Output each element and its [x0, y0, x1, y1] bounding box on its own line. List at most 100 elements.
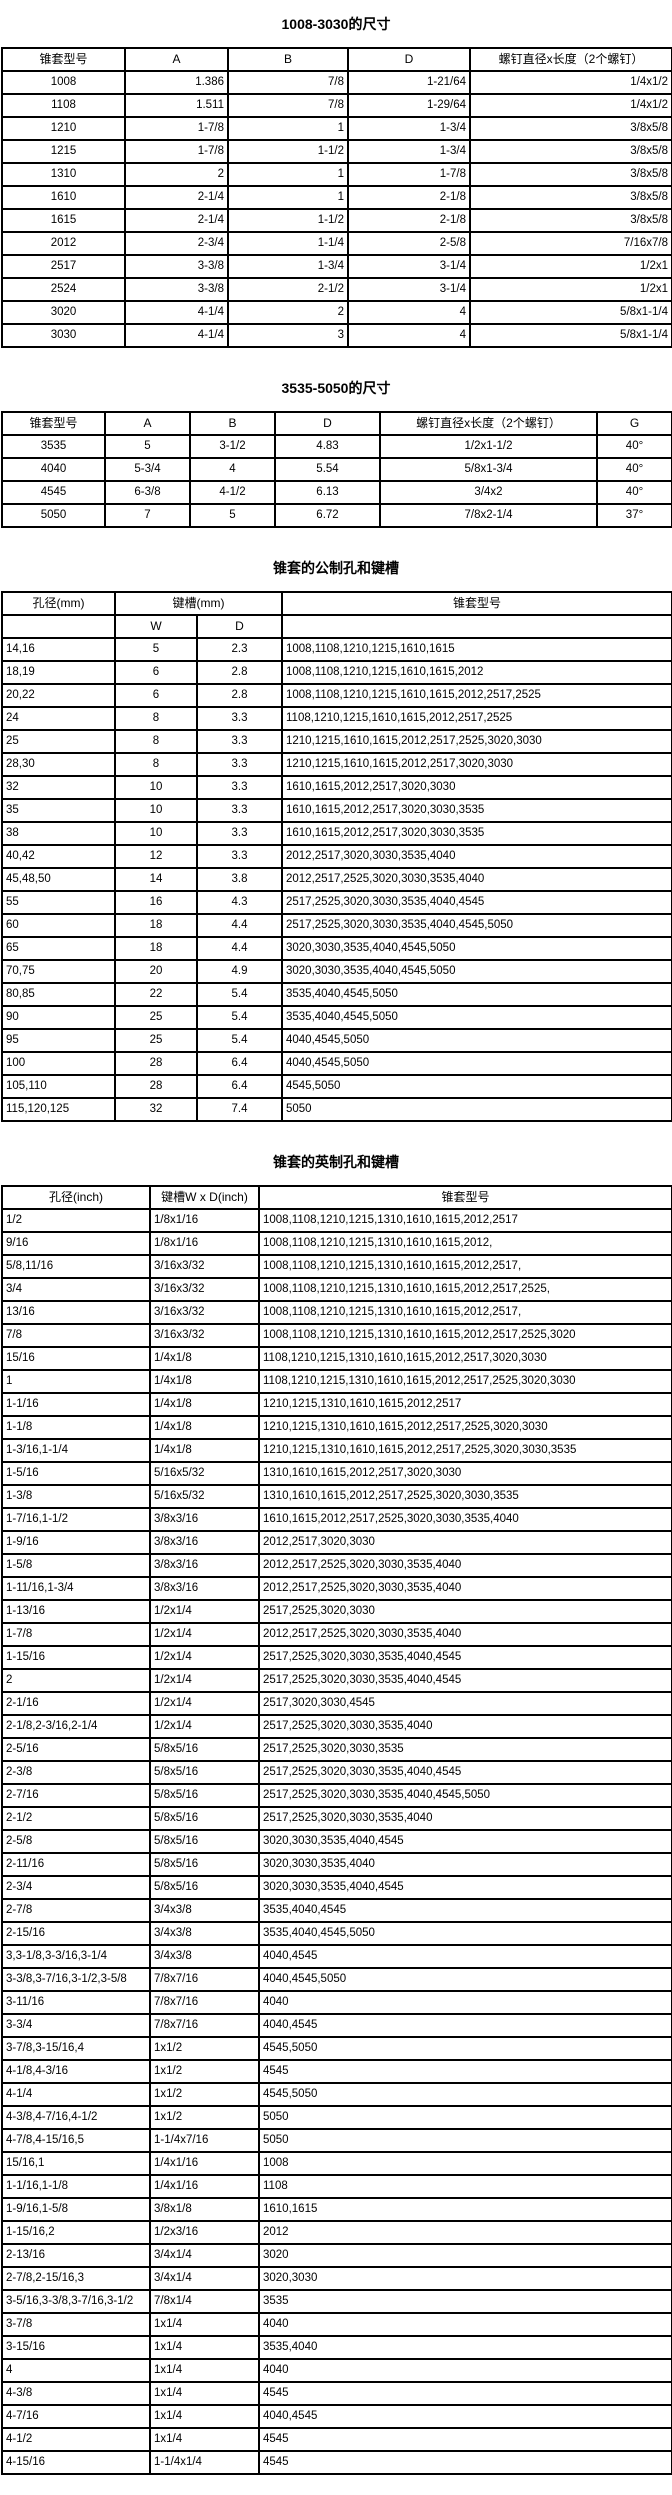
- table-row: 3,3-1/8,3-3/16,3-1/4 3/4x3/8 4040,4545: [1, 1944, 672, 1969]
- table-cell: 2012,2517,3020,3030: [258, 1530, 672, 1555]
- table-cell: 1-5/16: [1, 1461, 151, 1486]
- table-cell: 7: [104, 503, 191, 528]
- table-cell: 1210,1215,1610,1615,2012,2517,3020,3030: [281, 752, 672, 777]
- table-cell: 2.8: [196, 683, 283, 708]
- table-cell: 5.4: [196, 982, 283, 1007]
- table-cell: 1-15/16: [1, 1645, 151, 1670]
- table-cell: 2-11/16: [1, 1852, 151, 1877]
- table-row: 2517 3-3/8 1-3/4 3-1/4 1/2x1: [1, 254, 672, 279]
- table-cell: 1-3/8: [1, 1484, 151, 1509]
- table-row: 1210 1-7/8 1 1-3/4 3/8x5/8: [1, 116, 672, 141]
- table-cell: 4-1/8,4-3/16: [1, 2059, 151, 2084]
- table-cell: 3535,4040: [258, 2335, 672, 2360]
- table-cell: 3/4: [1, 1277, 151, 1302]
- table-cell: 3020,3030,3535,4040,4545,5050: [281, 936, 672, 961]
- table-cell: 1008,1108,1210,1215,1610,1615,2012,2517,…: [281, 683, 672, 708]
- table-cell: 1x1/4: [149, 2312, 260, 2337]
- table-cell: 32: [114, 1097, 198, 1122]
- table-cell: 1008,1108,1210,1215,1310,1610,1615,2012,…: [258, 1300, 672, 1325]
- table-row: 2-13/16 3/4x1/4 3020: [1, 2243, 672, 2268]
- table-row: 4-15/16 1-1/4x1/4 4545: [1, 2450, 672, 2475]
- table-cell: 28,30: [1, 752, 116, 777]
- table-cell: 3-3/4: [1, 2013, 151, 2038]
- table-cell: 5-3/4: [104, 457, 191, 482]
- section2-title: 3535-5050的尺寸: [281, 380, 391, 396]
- table-cell: 1/2x1/4: [149, 1714, 260, 1739]
- table-cell: 7/16x7/8: [469, 231, 672, 256]
- table-cell: 4040,4545: [258, 2013, 672, 2038]
- table-cell: 3-7/8: [1, 2312, 151, 2337]
- table-cell: 4-3/8,4-7/16,4-1/2: [1, 2105, 151, 2130]
- table-cell: 10: [114, 775, 198, 800]
- table-row: 1-5/8 3/8x3/16 2012,2517,2525,3020,3030,35…: [1, 1553, 672, 1578]
- table-cell: 1/2x1-1/2: [379, 434, 598, 459]
- col-header-keyway-mm: 键槽(mm): [114, 591, 283, 616]
- table-cell: 1x1/4: [149, 2358, 260, 2383]
- table-row: 28,30 8 3.3 1210,1215,1610,1615,2012,2517,3…: [1, 752, 672, 777]
- table-cell: 3/16x3/32: [149, 1300, 260, 1325]
- table-cell: 2-13/16: [1, 2243, 151, 2268]
- table-cell: 2-1/4: [124, 208, 229, 233]
- table-cell: 2: [227, 300, 349, 325]
- table-cell: 2517,2525,3020,3030,3535,4040,4545: [258, 1760, 672, 1785]
- table-cell: 105,110: [1, 1074, 116, 1099]
- table-row: 45,48,50 14 3.8 2012,2517,2525,3020,3030,35…: [1, 867, 672, 892]
- table-cell: 18,19: [1, 660, 116, 685]
- table-row: 1-13/16 1/2x1/4 2517,2525,3020,3030: [1, 1599, 672, 1624]
- table-cell: 1/4x1/2: [469, 93, 672, 118]
- table-row: 2-1/8,2-3/16,2-1/4 1/2x1/4 2517,2525,3020,…: [1, 1714, 672, 1739]
- table-cell: 2012,2517,2525,3020,3030,3535,4040: [258, 1622, 672, 1647]
- table-cell: 4040,4545,5050: [281, 1051, 672, 1076]
- table-cell: 4040,4545,5050: [258, 1967, 672, 1992]
- table-row: 2-5/16 5/8x5/16 2517,2525,3020,3030,3535: [1, 1737, 672, 1762]
- table-cell: 28: [114, 1051, 198, 1076]
- table-cell: 1/2: [1, 1208, 151, 1233]
- table-cell: 4545,5050: [281, 1074, 672, 1099]
- table-cell: 100: [1, 1051, 116, 1076]
- table-row: 3-15/16 1x1/4 3535,4040: [1, 2335, 672, 2360]
- table-cell: 3/8x3/16: [149, 1553, 260, 1578]
- table-cell: 6.4: [196, 1051, 283, 1076]
- table-cell: 4: [1, 2358, 151, 2383]
- table-cell: 1/4x1/8: [149, 1346, 260, 1371]
- table-row: 4-3/8,4-7/16,4-1/2 1x1/2 5050: [1, 2105, 672, 2130]
- table-cell: 2012,2517,2525,3020,3030,3535,4040: [258, 1553, 672, 1578]
- table-cell: 25: [1, 729, 116, 754]
- table-cell: 2-1/8: [347, 185, 471, 210]
- table-row: 1610 2-1/4 1 2-1/8 3/8x5/8: [1, 185, 672, 210]
- table-cell: 4040,4545: [258, 2404, 672, 2429]
- table-cell: 3.3: [196, 775, 283, 800]
- table-row: 13/16 3/16x3/32 1008,1108,1210,1215,1310,1…: [1, 1300, 672, 1325]
- table-cell: 1-5/8: [1, 1553, 151, 1578]
- table-cell: 1-1/4: [227, 231, 349, 256]
- table-cell: 1310,1610,1615,2012,2517,2525,3020,3030,…: [258, 1484, 672, 1509]
- table-cell: 1210,1215,1610,1615,2012,2517,2525,3020,…: [281, 729, 672, 754]
- table-row: 1310 2 1 1-7/8 3/8x5/8: [1, 162, 672, 187]
- table-cell: 1-1/16: [1, 1392, 151, 1417]
- table-cell: 15/16: [1, 1346, 151, 1371]
- table-cell: 4-1/4: [124, 300, 229, 325]
- table-cell: 2517,2525,3020,3030,3535,4040: [258, 1806, 672, 1831]
- col-header-a: A: [124, 47, 229, 72]
- table-row: 20,22 6 2.8 1008,1108,1210,1215,1610,1615,2…: [1, 683, 672, 708]
- table-row: 1-15/16,2 1/2x3/16 2012: [1, 2220, 672, 2245]
- table-row: 80,85 22 5.4 3535,4040,4545,5050: [1, 982, 672, 1007]
- table-row: 4-7/8,4-15/16,5 1-1/4x7/16 5050: [1, 2128, 672, 2153]
- table-cell: 5050: [258, 2105, 672, 2130]
- table-cell: 1x1/4: [149, 2381, 260, 2406]
- table-row: 1/2 1/8x1/16 1008,1108,1210,1215,1310,1610…: [1, 1208, 672, 1233]
- table-row: 3-3/8,3-7/16,3-1/2,3-5/8 7/8x7/16 4040,454…: [1, 1967, 672, 1992]
- table-cell: 1-7/8: [124, 116, 229, 141]
- col-header-b: B: [189, 411, 276, 436]
- table-cell: 35: [1, 798, 116, 823]
- table-row: 2-11/16 5/8x5/16 3020,3030,3535,4040: [1, 1852, 672, 1877]
- table-cell: 3/4x1/4: [149, 2243, 260, 2268]
- table-row: 3535 5 3-1/2 4.83 1/2x1-1/2 40°: [1, 434, 672, 459]
- table-cell: 1-1/2: [227, 208, 349, 233]
- table-cell: 1108: [1, 93, 126, 118]
- table-cell: 1008: [1, 70, 126, 95]
- table-metric-bores-keyways: 孔径(mm) 键槽(mm) 锥套型号 W D 14,16 5 2.3 1008,110…: [1, 591, 672, 1122]
- table-cell: 2517,2525,3020,3030,3535: [258, 1737, 672, 1762]
- table-row: 1-1/16,1-1/8 1/4x1/16 1108: [1, 2174, 672, 2199]
- table-cell: 1-13/16: [1, 1599, 151, 1624]
